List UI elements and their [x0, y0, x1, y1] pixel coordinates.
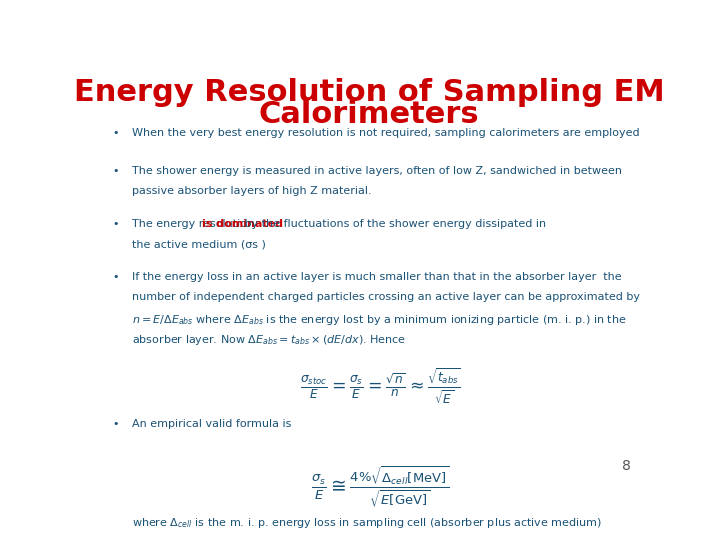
Text: Energy Resolution of Sampling EM: Energy Resolution of Sampling EM [73, 78, 665, 107]
Text: •: • [112, 419, 119, 429]
Text: •: • [112, 272, 119, 282]
Text: •: • [112, 128, 119, 138]
Text: $\frac{\sigma_s}{E} \cong \frac{4\%\sqrt{\Delta_{cell}[\mathrm{MeV}]}}{\sqrt{E[\: $\frac{\sigma_s}{E} \cong \frac{4\%\sqrt… [311, 464, 449, 509]
Text: passive absorber layers of high Z material.: passive absorber layers of high Z materi… [132, 186, 372, 197]
Text: $n = E/\Delta E_{abs}$ where $\Delta E_{abs}$ is the energy lost by a minimum io: $n = E/\Delta E_{abs}$ where $\Delta E_{… [132, 313, 626, 327]
Text: •: • [112, 219, 119, 229]
Text: where $\Delta_{cell}$ is the m. i. p. energy loss in sampling cell (absorber plu: where $\Delta_{cell}$ is the m. i. p. en… [132, 516, 602, 530]
Text: absorber layer. Now $\Delta E_{abs} = t_{abs} \times (dE/dx)$. Hence: absorber layer. Now $\Delta E_{abs} = t_… [132, 333, 406, 347]
Text: by the fluctuations of the shower energy dissipated in: by the fluctuations of the shower energy… [241, 219, 546, 229]
Text: An empirical valid formula is: An empirical valid formula is [132, 419, 291, 429]
Text: If the energy loss in an active layer is much smaller than that in the absorber : If the energy loss in an active layer is… [132, 272, 621, 282]
Text: $\frac{\sigma_{stoc}}{E} = \frac{\sigma_s}{E} = \frac{\sqrt{n}}{n} \approx \frac: $\frac{\sigma_{stoc}}{E} = \frac{\sigma_… [300, 367, 461, 407]
Text: number of independent charged particles crossing an active layer can be approxim: number of independent charged particles … [132, 292, 640, 302]
Text: The energy resolution: The energy resolution [132, 219, 258, 229]
Text: The shower energy is measured in active layers, often of low Z, sandwiched in be: The shower energy is measured in active … [132, 166, 622, 176]
Text: •: • [112, 166, 119, 176]
Text: When the very best energy resolution is not required, sampling calorimeters are : When the very best energy resolution is … [132, 128, 639, 138]
Text: the active medium (σs ): the active medium (σs ) [132, 239, 266, 249]
Text: 8: 8 [622, 459, 631, 473]
Text: is dominated: is dominated [202, 219, 284, 229]
Text: Calorimeters: Calorimeters [258, 100, 480, 129]
